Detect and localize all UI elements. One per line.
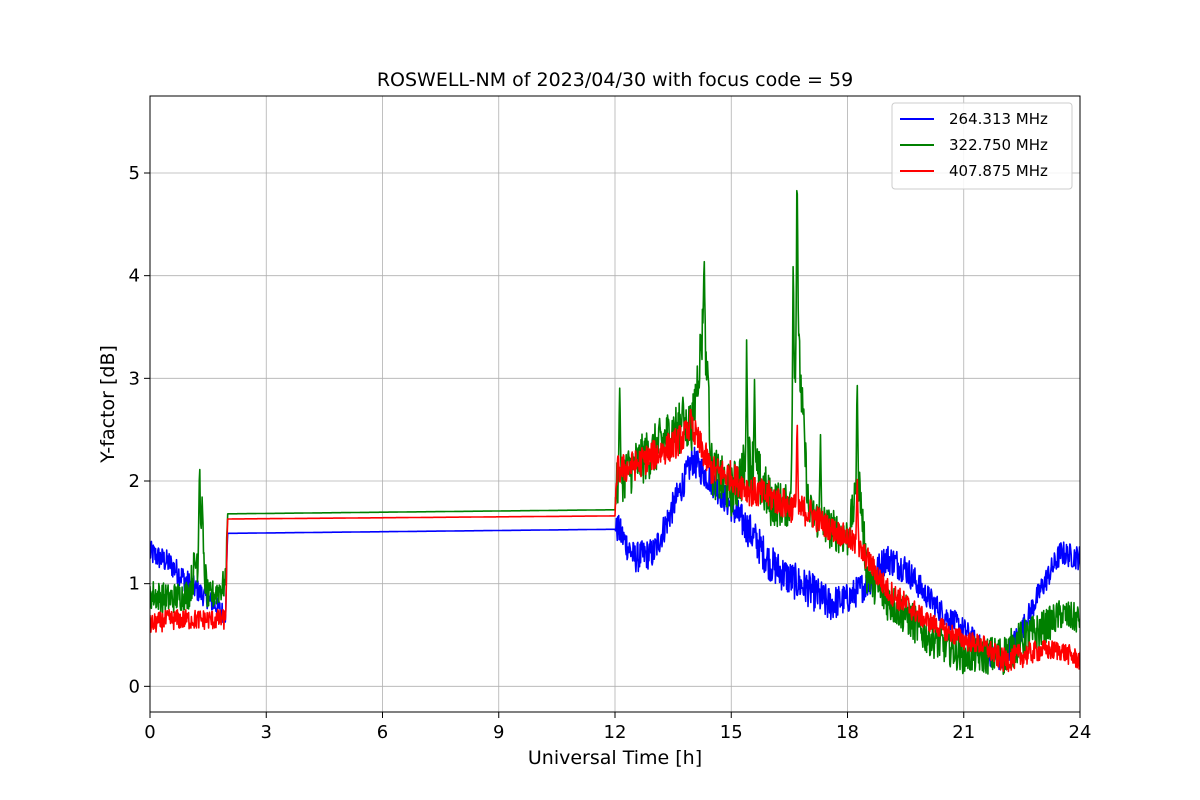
x-tick-label: 0 [144,722,155,743]
y-tick-label: 4 [129,266,140,287]
series-layer [150,189,1080,675]
x-tick-label: 24 [1069,722,1092,743]
y-axis-label: Y-factor [dB] [97,345,119,464]
y-tick-label: 2 [129,471,140,492]
legend-label: 264.313 MHz [949,110,1048,128]
y-tick-label: 5 [129,163,140,184]
y-tick-label: 1 [129,574,140,595]
x-tick-label: 21 [952,722,975,743]
x-tick-label: 12 [604,722,627,743]
chart-title: ROSWELL-NM of 2023/04/30 with focus code… [377,69,853,91]
y-tick-label: 0 [129,676,140,697]
x-axis: 0 3 6 9 12 15 18 21 24 [144,712,1091,743]
legend-label: 322.750 MHz [949,136,1048,154]
x-tick-label: 15 [720,722,743,743]
legend: 264.313 MHz 322.750 MHz 407.875 MHz [891,102,1073,190]
x-tick-label: 3 [261,722,272,743]
series-line [150,446,1080,671]
y-tick-label: 3 [129,368,140,389]
legend-box [891,102,1073,190]
x-tick-label: 18 [836,722,859,743]
legend-label: 407.875 MHz [949,162,1048,180]
y-axis: 0 1 2 3 4 5 [129,163,150,697]
series-line [150,408,1080,673]
x-tick-label: 6 [377,722,388,743]
x-tick-label: 9 [493,722,504,743]
x-axis-label: Universal Time [h] [528,747,702,769]
